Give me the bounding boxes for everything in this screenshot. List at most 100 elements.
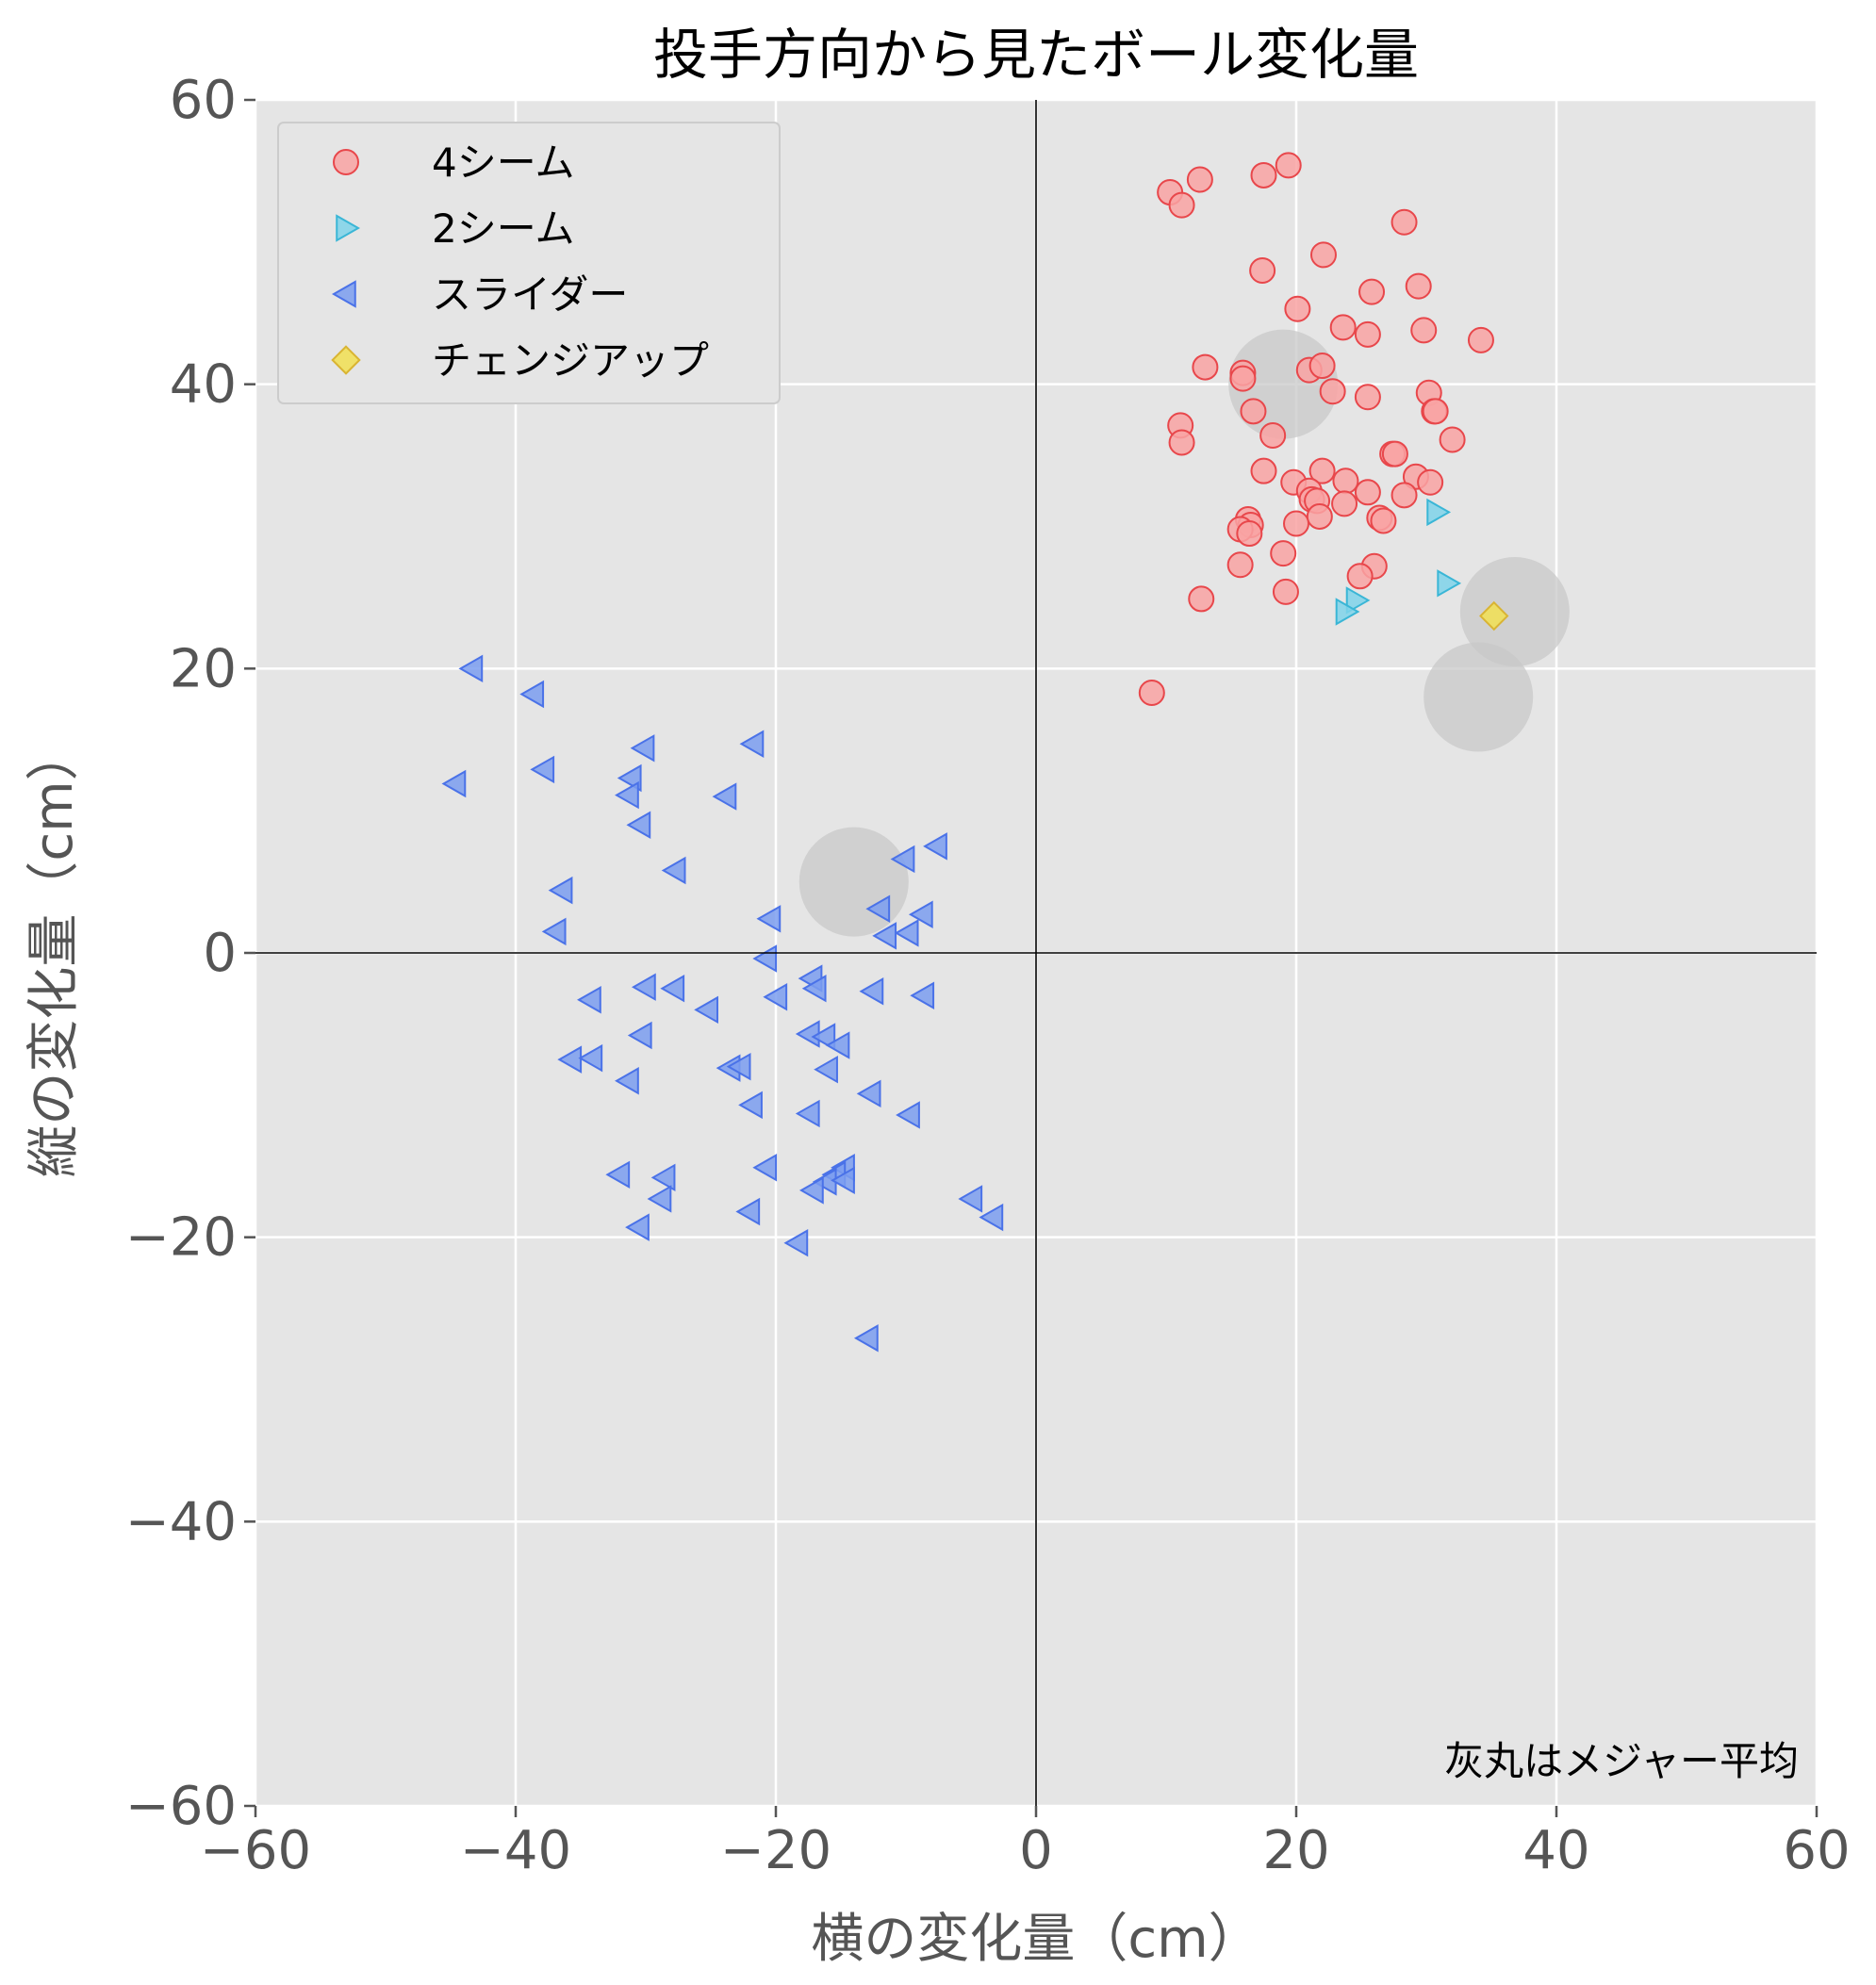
chart-title: 投手方向から見たボール変化量 [653, 23, 1419, 87]
data-point [1168, 429, 1195, 456]
x-tick-label: 40 [1522, 1820, 1589, 1881]
data-point [896, 1101, 920, 1129]
data-point [548, 876, 573, 905]
data-point [615, 1067, 639, 1095]
data-points [441, 152, 1509, 1353]
y-axis-label: 縦の変化量（cm） [24, 728, 85, 1177]
data-point [1186, 166, 1213, 193]
y-tick-label: 20 [170, 638, 237, 699]
data-point [1188, 585, 1215, 613]
data-point [856, 1079, 881, 1108]
data-point [1275, 152, 1302, 179]
axis-ticks: −60 −40 −20 0 20 40 60 −60 −40 −20 0 20 40 60 [125, 70, 1851, 1881]
data-point [1354, 320, 1381, 348]
data-point [814, 1055, 838, 1084]
data-point [801, 974, 827, 1003]
data-point [660, 974, 685, 1003]
data-point [605, 1160, 631, 1189]
data-point [1479, 600, 1509, 632]
data-point [890, 845, 915, 874]
data-point [630, 734, 655, 763]
data-point [1329, 314, 1357, 341]
data-point [631, 973, 656, 1001]
x-axis-label: 横の変化量（cm） [811, 1909, 1260, 1970]
y-tick-label: 40 [170, 354, 237, 416]
zero-lines [255, 100, 1817, 1806]
data-point [1270, 540, 1297, 567]
y-tick-label: −40 [125, 1491, 237, 1552]
data-point [1236, 520, 1263, 548]
data-point [1410, 317, 1438, 344]
data-point [530, 755, 555, 784]
data-point [923, 832, 947, 861]
data-point [694, 995, 718, 1025]
data-point [1168, 191, 1195, 219]
data-point [1358, 278, 1386, 305]
data-point [1306, 502, 1333, 530]
data-point [1370, 507, 1397, 534]
y-tick-label: −60 [125, 1776, 237, 1837]
legend-label: チェンジアップ [432, 337, 709, 384]
data-point [1422, 398, 1449, 425]
y-tick-label: −20 [125, 1207, 237, 1269]
legend-label: 2シーム [432, 205, 574, 252]
data-point [1283, 510, 1309, 537]
data-point [795, 1099, 820, 1128]
y-tick-label: 0 [203, 923, 237, 984]
data-point [627, 1021, 652, 1050]
average-circle [798, 827, 909, 937]
data-point [1332, 468, 1359, 495]
data-point [859, 977, 884, 1006]
data-point [853, 1324, 879, 1353]
data-point [1405, 272, 1432, 300]
data-point [1437, 569, 1462, 598]
data-point [1226, 551, 1254, 579]
data-point [1240, 398, 1267, 425]
x-tick-label: 20 [1262, 1820, 1329, 1881]
data-point [910, 981, 935, 1009]
x-tick-label: 60 [1783, 1820, 1850, 1881]
data-point [712, 782, 737, 811]
data-point [615, 780, 639, 810]
data-point [979, 1203, 1004, 1232]
data-point [865, 894, 891, 923]
data-point [650, 1163, 676, 1192]
data-point [1138, 679, 1165, 706]
data-point [1284, 295, 1311, 322]
data-point [1426, 498, 1452, 527]
legend-box [277, 122, 781, 404]
data-point [831, 1166, 855, 1195]
data-point [541, 917, 567, 946]
legend-label: スライダー [432, 271, 628, 318]
data-point [726, 1052, 751, 1081]
data-point [872, 922, 897, 950]
data-point [1354, 384, 1381, 411]
legend-marker [336, 214, 361, 242]
legend-marker [331, 280, 356, 308]
data-point [1335, 598, 1360, 626]
data-point [799, 1176, 824, 1205]
data-point [1250, 161, 1277, 189]
x-tick-label: −40 [460, 1820, 571, 1881]
data-point [1229, 365, 1257, 392]
data-point [1345, 586, 1371, 615]
data-point [1309, 241, 1337, 269]
data-point [1381, 440, 1408, 468]
average-circle [1459, 557, 1570, 666]
data-point [752, 1154, 778, 1182]
data-point [1308, 353, 1336, 380]
data-point [738, 1091, 763, 1120]
data-point [519, 680, 545, 709]
data-point [1308, 457, 1336, 484]
data-point [811, 1023, 836, 1051]
data-point [763, 983, 788, 1011]
data-point [577, 986, 601, 1014]
data-point [578, 1043, 603, 1073]
data-point [908, 900, 933, 928]
legend-marker [331, 345, 361, 375]
average-note: 灰丸はメジャー平均 [1444, 1738, 1799, 1784]
data-point [1354, 479, 1381, 506]
x-tick-label: −60 [200, 1820, 311, 1881]
